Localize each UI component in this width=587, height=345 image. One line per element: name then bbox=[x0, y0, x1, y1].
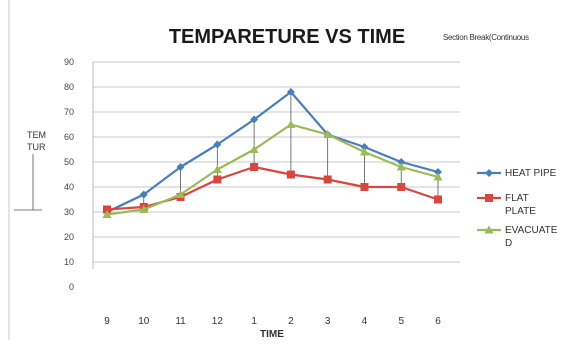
point-flat-plate-1 bbox=[250, 163, 259, 171]
legend-item-flat-plate: FLAT PLATE bbox=[477, 193, 536, 217]
y-tick-label-80: 80 bbox=[64, 82, 74, 92]
point-flat-plate-2 bbox=[286, 170, 295, 179]
point-heat-pipe-10 bbox=[139, 190, 148, 199]
grid-lines bbox=[92, 61, 460, 269]
x-tick-label-1: 1 bbox=[251, 316, 257, 327]
y-tick-label-60: 60 bbox=[64, 132, 74, 142]
point-evacuated-2 bbox=[286, 120, 296, 128]
point-evacuated-9 bbox=[102, 210, 112, 218]
y-tick-label-50: 50 bbox=[64, 157, 74, 167]
point-flat-plate-3 bbox=[323, 175, 332, 184]
point-evacuated-5 bbox=[396, 162, 406, 171]
legend-label-evacuated-1: EVACUATE bbox=[505, 225, 558, 236]
legend-marker-heat-pipe bbox=[485, 169, 493, 177]
legend-item-evacuated: EVACUATE D bbox=[477, 225, 558, 249]
legend-label-evacuated-2: D bbox=[505, 238, 512, 249]
point-evacuated-10 bbox=[139, 205, 149, 213]
point-evacuated-6 bbox=[433, 172, 443, 181]
legend-label-flat-plate-1: FLAT bbox=[505, 193, 529, 204]
chart-title: TEMPARETURE VS TIME bbox=[169, 26, 405, 48]
x-tick-label-5: 5 bbox=[398, 316, 404, 327]
x-tick-labels: 9 10 11 12 1 2 3 4 5 6 bbox=[104, 316, 441, 327]
legend-marker-evacuated bbox=[484, 225, 494, 234]
y-axis-label-line-1: TEM bbox=[27, 130, 46, 140]
legend-label-heat-pipe-1: HEAT PIPE bbox=[505, 168, 557, 179]
y-axis-label-line-2: TUR bbox=[27, 142, 46, 152]
y-tick-label-70: 70 bbox=[64, 107, 74, 117]
point-flat-plate-6 bbox=[434, 195, 442, 204]
point-evacuated-4 bbox=[359, 147, 369, 156]
x-axis-label: TIME bbox=[260, 329, 284, 340]
y-tick-label-0: 0 bbox=[69, 282, 74, 292]
legend-marker-flat-plate bbox=[485, 194, 493, 202]
point-heat-pipe-11 bbox=[176, 163, 185, 171]
point-evacuated-12 bbox=[212, 165, 222, 173]
series-layer bbox=[102, 88, 443, 218]
point-heat-pipe-2 bbox=[286, 88, 295, 96]
point-evacuated-11 bbox=[176, 190, 186, 198]
point-heat-pipe-12 bbox=[213, 140, 222, 149]
x-tick-label-2: 2 bbox=[288, 316, 294, 327]
y-tick-label-20: 20 bbox=[64, 232, 74, 242]
x-tick-label-9: 9 bbox=[104, 316, 110, 327]
y-tick-labels: 0 10 20 30 40 50 60 70 80 90 bbox=[64, 57, 74, 292]
series-line-evacuated bbox=[106, 123, 439, 216]
point-heat-pipe-5 bbox=[397, 158, 406, 166]
point-evacuated-1 bbox=[249, 145, 259, 153]
legend-label-flat-plate-2: PLATE bbox=[505, 206, 536, 217]
series-heat-pipe bbox=[103, 88, 442, 216]
section-break-annotation: Section Break(Continuous bbox=[443, 33, 529, 42]
point-flat-plate-4 bbox=[360, 183, 369, 191]
x-tick-label-11: 11 bbox=[175, 316, 186, 327]
point-flat-plate-5 bbox=[397, 183, 406, 191]
point-heat-pipe-6 bbox=[434, 168, 442, 176]
y-tick-label-90: 90 bbox=[64, 57, 74, 67]
legend-item-heat-pipe: HEAT PIPE bbox=[477, 168, 557, 179]
point-flat-plate-9 bbox=[103, 205, 111, 214]
x-tick-label-12: 12 bbox=[212, 316, 224, 327]
x-tick-label-3: 3 bbox=[325, 316, 331, 327]
point-evacuated-3 bbox=[323, 130, 333, 138]
point-heat-pipe-4 bbox=[360, 143, 369, 151]
x-tick-label-10: 10 bbox=[138, 316, 150, 327]
x-tick-label-4: 4 bbox=[362, 316, 368, 327]
point-flat-plate-12 bbox=[213, 175, 222, 184]
point-heat-pipe-1 bbox=[250, 115, 259, 124]
series-line-heat-pipe bbox=[106, 90, 439, 213]
y-tick-label-40: 40 bbox=[64, 182, 74, 192]
legend: HEAT PIPE FLAT PLATE EVACUATE D bbox=[477, 168, 558, 249]
x-tick-label-6: 6 bbox=[435, 316, 441, 327]
y-tick-label-30: 30 bbox=[64, 207, 74, 217]
series-evacuated bbox=[102, 120, 443, 218]
y-tick-label-10: 10 bbox=[64, 257, 74, 267]
y-axis-label: TEM TUR bbox=[14, 130, 46, 211]
